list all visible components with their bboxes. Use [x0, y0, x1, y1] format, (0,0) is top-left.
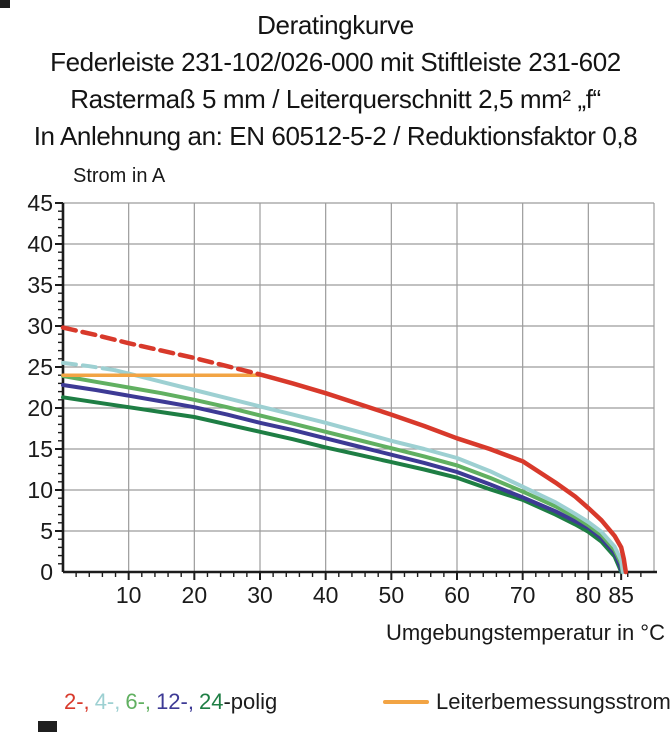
legend: 2-, 4-, 6-, 12-, 24-polig Leiterbemessungsst…: [0, 686, 671, 720]
svg-text:40: 40: [27, 231, 53, 257]
svg-text:50: 50: [379, 582, 405, 608]
title-block: Deratingkurve Federleiste 231-102/026-00…: [0, 7, 671, 155]
svg-text:85: 85: [608, 582, 634, 608]
scan-mark-bottom-left: [38, 721, 57, 732]
svg-text:30: 30: [27, 313, 53, 339]
svg-text:80: 80: [576, 582, 602, 608]
svg-text:45: 45: [27, 190, 53, 216]
legend-series: 2-, 4-, 6-, 12-, 24-polig: [64, 689, 282, 715]
legend-series-item: 2-,: [64, 689, 90, 714]
svg-text:25: 25: [27, 354, 53, 380]
x-axis-title: Umgebungstemperatur in °C: [385, 620, 665, 645]
legend-series-item: 4-,: [94, 689, 121, 714]
legend-series-item: 6-,: [125, 689, 152, 714]
chart-title: Deratingkurve: [257, 10, 414, 40]
legend-series-item: 12-,: [156, 689, 194, 714]
legend-series-item: 24: [198, 689, 224, 714]
svg-text:10: 10: [116, 582, 142, 608]
svg-text:70: 70: [510, 582, 536, 608]
y-axis-title: Strom in A: [73, 165, 166, 187]
svg-text:10: 10: [27, 477, 53, 503]
rated-current-label: Leiterbemessungsstrom: [436, 689, 671, 714]
legend-suffix: -polig: [223, 689, 278, 714]
svg-text:5: 5: [40, 518, 53, 544]
svg-text:30: 30: [247, 582, 273, 608]
svg-text:60: 60: [444, 582, 470, 608]
chart-subtitle-product: Federleiste 231-102/026-000 mit Stiftlei…: [50, 47, 621, 77]
svg-text:20: 20: [27, 395, 53, 421]
rated-current-line-swatch: [383, 700, 429, 704]
chart-subtitle-standard: In Anlehnung an: EN 60512-5-2 / Reduktio…: [33, 121, 638, 151]
svg-text:40: 40: [313, 582, 339, 608]
svg-text:35: 35: [27, 272, 53, 298]
svg-text:20: 20: [182, 582, 208, 608]
scan-mark-top-left: [0, 0, 10, 8]
svg-text:0: 0: [40, 559, 53, 585]
chart-subtitle-spec: Rastermaß 5 mm / Leiterquerschnitt 2,5 m…: [70, 84, 601, 114]
svg-text:15: 15: [27, 436, 53, 462]
